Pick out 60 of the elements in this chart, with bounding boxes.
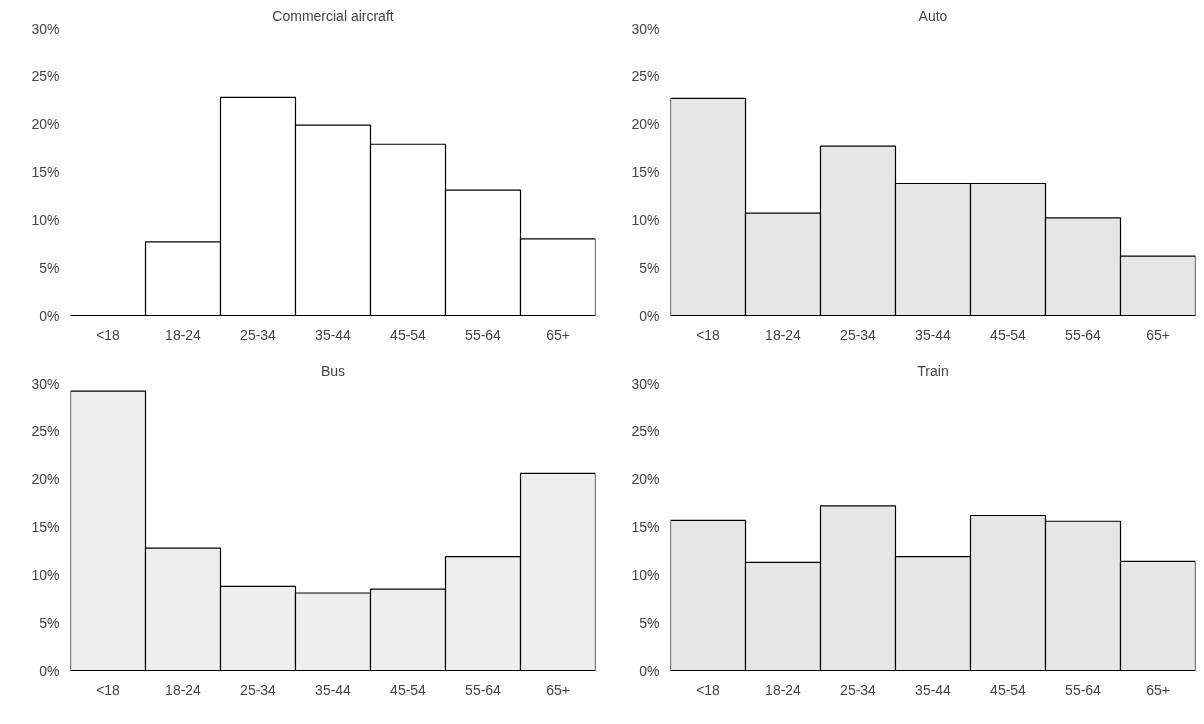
x-tick-label: 25-34 (240, 326, 277, 343)
y-tick-label: 0% (39, 307, 60, 324)
x-tick-label: 65+ (546, 326, 570, 343)
y-tick-label: 20% (631, 471, 660, 488)
x-tick-label: 18-24 (165, 326, 202, 343)
y-tick-label: 5% (639, 614, 660, 631)
x-tick-label: 55-64 (1065, 326, 1102, 343)
y-tick-label: 10% (631, 211, 660, 228)
x-tick-label: 45-54 (390, 326, 427, 343)
y-tick-label: 30% (631, 20, 660, 37)
x-tick-label: 45-54 (990, 326, 1027, 343)
x-tick-label: <18 (696, 326, 721, 343)
x-tick-label: 65+ (1146, 681, 1170, 698)
y-tick-label: 20% (31, 471, 60, 488)
x-tick-label: <18 (96, 326, 121, 343)
y-tick-label: 25% (31, 423, 60, 440)
chart-title: Auto (918, 7, 948, 24)
y-tick-label: 30% (31, 375, 60, 392)
y-tick-label: 25% (631, 68, 660, 85)
y-tick-label: 5% (39, 259, 60, 276)
y-tick-label: 30% (31, 20, 60, 37)
y-tick-label: 10% (631, 566, 660, 583)
x-tick-label: 55-64 (1065, 681, 1102, 698)
y-tick-label: 25% (31, 68, 60, 85)
x-tick-label: 18-24 (765, 681, 802, 698)
chart-title: Bus (320, 362, 346, 379)
x-tick-label: <18 (96, 681, 121, 698)
y-tick-label: 15% (631, 519, 660, 535)
y-tick-label: 0% (639, 307, 660, 324)
y-tick-label: 10% (31, 211, 60, 228)
chart-title: Train (917, 362, 949, 379)
x-tick-label: 25-34 (840, 681, 877, 698)
x-tick-label: 55-64 (465, 681, 502, 698)
chart-title: Commercial aircraft (272, 7, 394, 24)
x-tick-label: 45-54 (390, 681, 427, 698)
y-tick-label: 20% (631, 116, 660, 133)
y-tick-label: 15% (631, 164, 660, 180)
y-tick-label: 5% (39, 614, 60, 631)
y-tick-label: 0% (639, 662, 660, 679)
x-tick-label: 45-54 (990, 681, 1027, 698)
y-tick-label: 30% (631, 375, 660, 392)
x-tick-label: 18-24 (765, 326, 802, 343)
x-tick-label: <18 (696, 681, 721, 698)
x-tick-label: 25-34 (240, 681, 277, 698)
y-tick-label: 20% (31, 116, 60, 133)
x-tick-label: 35-44 (915, 681, 952, 698)
x-tick-label: 35-44 (915, 326, 952, 343)
y-tick-label: 10% (31, 566, 60, 583)
y-tick-label: 15% (31, 519, 60, 535)
y-tick-label: 15% (31, 164, 60, 180)
x-tick-label: 18-24 (165, 681, 202, 698)
x-tick-label: 35-44 (315, 681, 352, 698)
y-tick-label: 0% (39, 662, 60, 679)
x-tick-label: 55-64 (465, 326, 502, 343)
x-tick-label: 35-44 (315, 326, 352, 343)
x-tick-label: 65+ (1146, 326, 1170, 343)
x-tick-label: 65+ (546, 681, 570, 698)
y-tick-label: 25% (631, 423, 660, 440)
y-tick-label: 5% (639, 259, 660, 276)
x-tick-label: 25-34 (840, 326, 877, 343)
